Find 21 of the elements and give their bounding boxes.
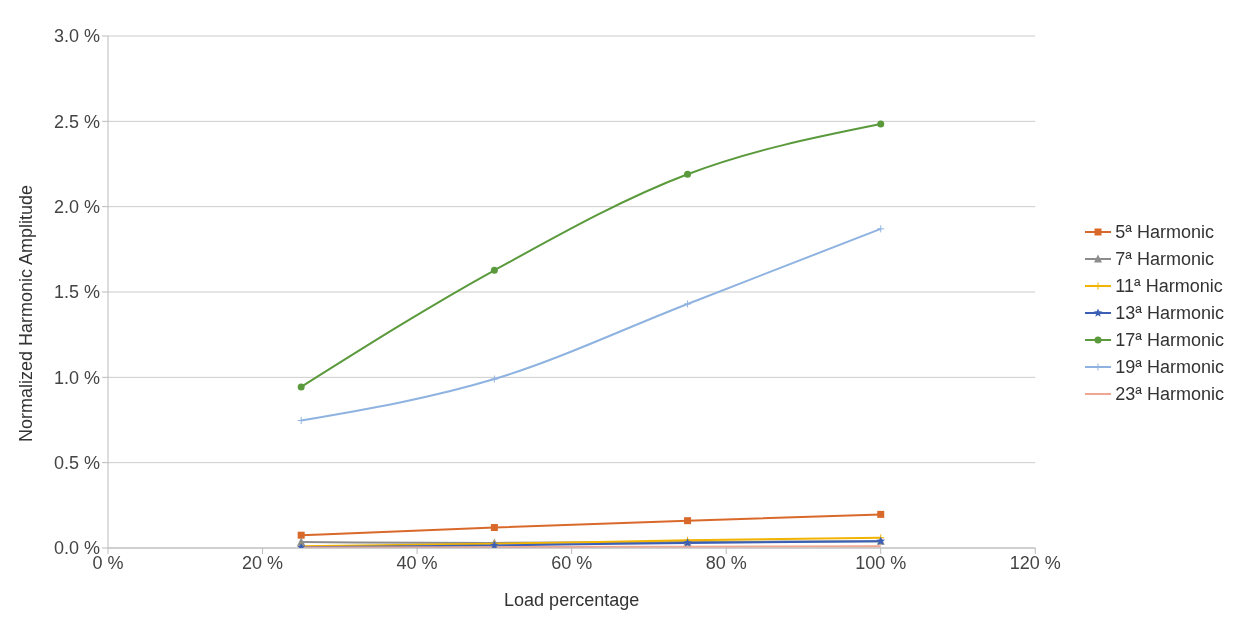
x-axis-title: Load percentage (504, 590, 640, 610)
y-tick-label: 2.5 % (53, 111, 100, 132)
x-tick-label: 80 % (705, 552, 747, 573)
x-tick-label: 40 % (396, 552, 438, 573)
x-tick-label: 20 % (242, 552, 284, 573)
legend-label: 23ª Harmonic (1115, 383, 1224, 405)
y-tick-label: 0.5 % (53, 453, 100, 474)
legend-label: 5ª Harmonic (1115, 221, 1214, 243)
y-tick-label: 1.5 % (53, 282, 100, 303)
legend-label: 13ª Harmonic (1115, 302, 1224, 324)
x-tick-label: 120 % (1009, 552, 1061, 573)
x-tick-label: 60 % (551, 552, 593, 573)
legend-label: 17ª Harmonic (1115, 329, 1224, 351)
y-tick-label: 2.0 % (53, 197, 100, 218)
x-tick-label: 100 % (855, 552, 907, 573)
legend-label: 7ª Harmonic (1115, 248, 1214, 270)
legend-label: 19ª Harmonic (1115, 356, 1224, 378)
y-axis-title: Normalized Harmonic Amplitude (16, 184, 37, 442)
y-tick-label: 3.0 % (53, 26, 100, 47)
legend-label: 11ª Harmonic (1115, 275, 1223, 297)
y-tick-label: 1.0 % (53, 367, 100, 388)
